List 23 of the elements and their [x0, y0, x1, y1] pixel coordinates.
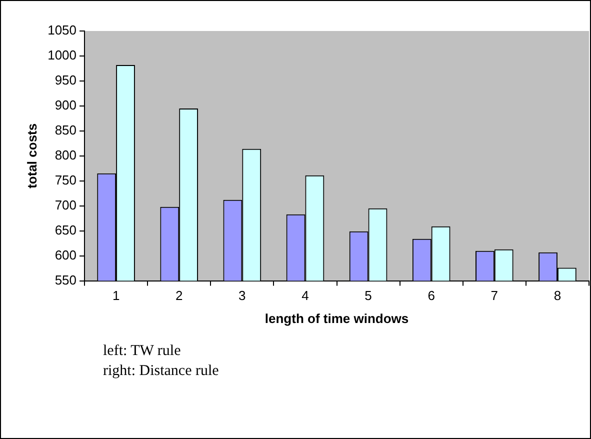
x-tick-label: 8 — [554, 288, 562, 304]
y-tick-label: 600 — [54, 247, 77, 262]
text: left: TW rule — [103, 342, 182, 361]
x-tick-label: 7 — [490, 288, 498, 304]
x-tick-label: 4 — [302, 288, 309, 304]
text: right: Distance rule — [103, 362, 219, 381]
x-tick-label: 3 — [238, 288, 246, 304]
y-tick-label: 950 — [54, 72, 77, 88]
y-tick-label: 750 — [54, 172, 77, 188]
y-tick-label: 850 — [54, 122, 77, 138]
x-tick-label: 6 — [428, 288, 435, 304]
y-tick-label: 800 — [54, 147, 77, 162]
x-tick-label: 2 — [175, 288, 183, 304]
y-tick-label: 700 — [54, 197, 77, 212]
y-tick-label: 650 — [54, 222, 77, 238]
y-tick-label: 1050 — [48, 22, 77, 38]
y-tick-label: 550 — [54, 272, 77, 288]
y-tick-label: 1000 — [48, 48, 77, 63]
y-axis-title: total costs — [24, 123, 40, 188]
x-axis-title: length of time windows — [264, 310, 409, 326]
x-tick-label: 5 — [364, 288, 372, 304]
y-tick-label: 900 — [54, 98, 77, 113]
x-tick-label: 1 — [112, 288, 120, 304]
